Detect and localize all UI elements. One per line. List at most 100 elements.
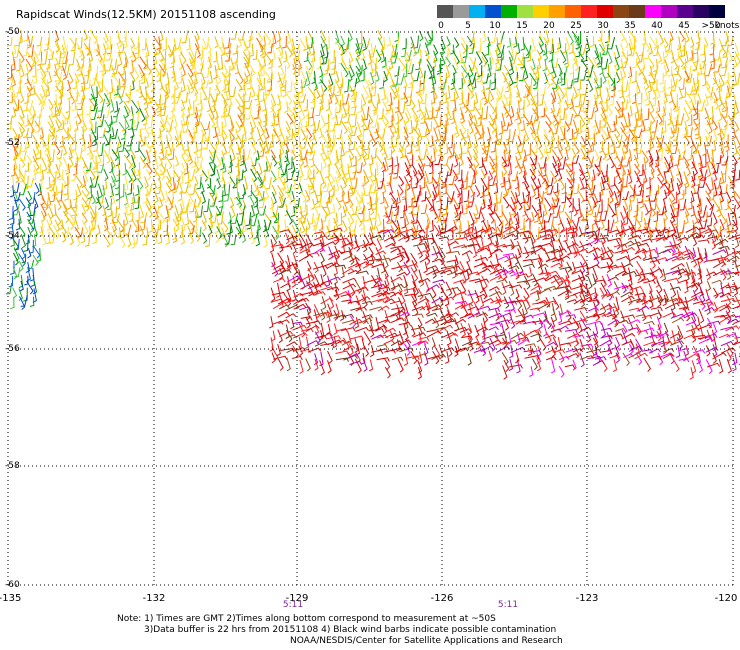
wind-barb: [549, 43, 555, 54]
wind-barb: [189, 183, 196, 195]
wind-barb: [420, 177, 426, 189]
wind-barb: [499, 50, 504, 61]
wind-barb: [711, 279, 723, 284]
wind-barb: [184, 212, 190, 226]
wind-barb: [20, 234, 27, 249]
wind-barb: [404, 112, 410, 124]
wind-barb: [718, 333, 731, 339]
wind-barb: [481, 275, 488, 290]
wind-barb: [730, 105, 736, 120]
wind-barb: [271, 191, 277, 205]
wind-barb: [54, 212, 62, 226]
wind-barb: [250, 204, 255, 218]
wind-barb: [566, 140, 571, 152]
wind-barb: [204, 128, 211, 142]
wind-barb: [452, 244, 467, 249]
wind-barb: [697, 260, 702, 275]
wind-barb: [33, 50, 40, 64]
wind-barb: [563, 78, 569, 90]
wind-barb: [277, 297, 292, 305]
wind-barb: [277, 252, 285, 266]
wind-barb: [347, 211, 355, 225]
wind-barb: [171, 93, 176, 105]
wind-barb: [531, 312, 547, 317]
wind-barb: [357, 99, 363, 113]
scale-swatch: [645, 5, 661, 18]
wind-barb: [364, 77, 370, 89]
wind-barb: [706, 203, 715, 217]
wind-barb: [565, 37, 571, 52]
wind-barb: [194, 161, 200, 173]
wind-barb: [721, 57, 729, 69]
wind-barb: [522, 320, 537, 326]
wind-barb: [272, 205, 279, 218]
wind-barb: [515, 212, 520, 226]
wind-barb: [427, 121, 433, 132]
wind-barb: [348, 70, 353, 82]
wind-barb: [293, 347, 306, 352]
wind-barb: [480, 169, 486, 181]
wind-barb: [636, 177, 642, 188]
wind-barb: [308, 283, 322, 290]
wind-barb: [218, 56, 224, 71]
wind-barb: [595, 210, 603, 223]
wind-barb: [552, 189, 560, 201]
wind-barb: [284, 155, 291, 167]
wind-barb: [263, 31, 272, 46]
wind-barb: [696, 227, 702, 239]
wind-barb: [515, 297, 523, 310]
wind-barb: [641, 314, 653, 319]
wind-barb: [293, 86, 299, 98]
wind-barb: [282, 35, 287, 49]
wind-barb: [335, 357, 349, 362]
wind-barb: [550, 100, 555, 114]
wind-barb: [382, 228, 395, 235]
wind-barb: [311, 121, 317, 135]
wind-barb: [514, 108, 519, 121]
wind-barb: [118, 85, 126, 98]
wind-barb: [559, 266, 573, 271]
wind-barb: [337, 212, 343, 227]
longitude-label: -135: [0, 593, 22, 604]
wind-barb: [363, 255, 376, 261]
wind-barb: [377, 30, 383, 41]
wind-barb: [105, 121, 112, 133]
wind-barb: [36, 247, 41, 263]
wind-barb: [109, 232, 114, 246]
wind-barb: [530, 133, 539, 148]
wind-barb: [60, 44, 65, 56]
wind-barb: [164, 135, 169, 149]
wind-barb: [538, 36, 545, 48]
wind-barb: [286, 357, 291, 372]
wind-barb: [678, 171, 683, 187]
wind-barb: [224, 37, 231, 49]
wind-barb: [566, 30, 574, 45]
wind-barb: [627, 317, 634, 331]
wind-barb: [530, 247, 545, 255]
wind-barb: [41, 232, 47, 246]
wind-barb: [242, 127, 247, 143]
wind-barb: [278, 57, 283, 68]
wind-barb: [683, 334, 695, 340]
wind-barb: [75, 175, 83, 189]
wind-barb: [735, 250, 740, 255]
wind-barb: [475, 247, 490, 254]
wind-barb: [718, 231, 724, 246]
wind-barb: [593, 227, 601, 239]
wind-barb: [550, 316, 556, 329]
wind-barb: [390, 276, 403, 283]
wind-barb: [498, 121, 504, 135]
wind-barb: [568, 182, 575, 196]
wind-barb: [670, 296, 676, 311]
wind-barb: [340, 250, 352, 256]
wind-barb: [581, 84, 588, 96]
wind-barb: [579, 71, 587, 81]
wind-barb: [526, 51, 532, 62]
latitude-label: -50: [5, 27, 20, 37]
wind-barb: [159, 140, 164, 154]
wind-barb: [619, 101, 624, 113]
wind-barb: [185, 107, 191, 118]
wind-barb: [482, 334, 498, 340]
wind-barb: [468, 43, 475, 55]
wind-barb: [259, 91, 265, 103]
